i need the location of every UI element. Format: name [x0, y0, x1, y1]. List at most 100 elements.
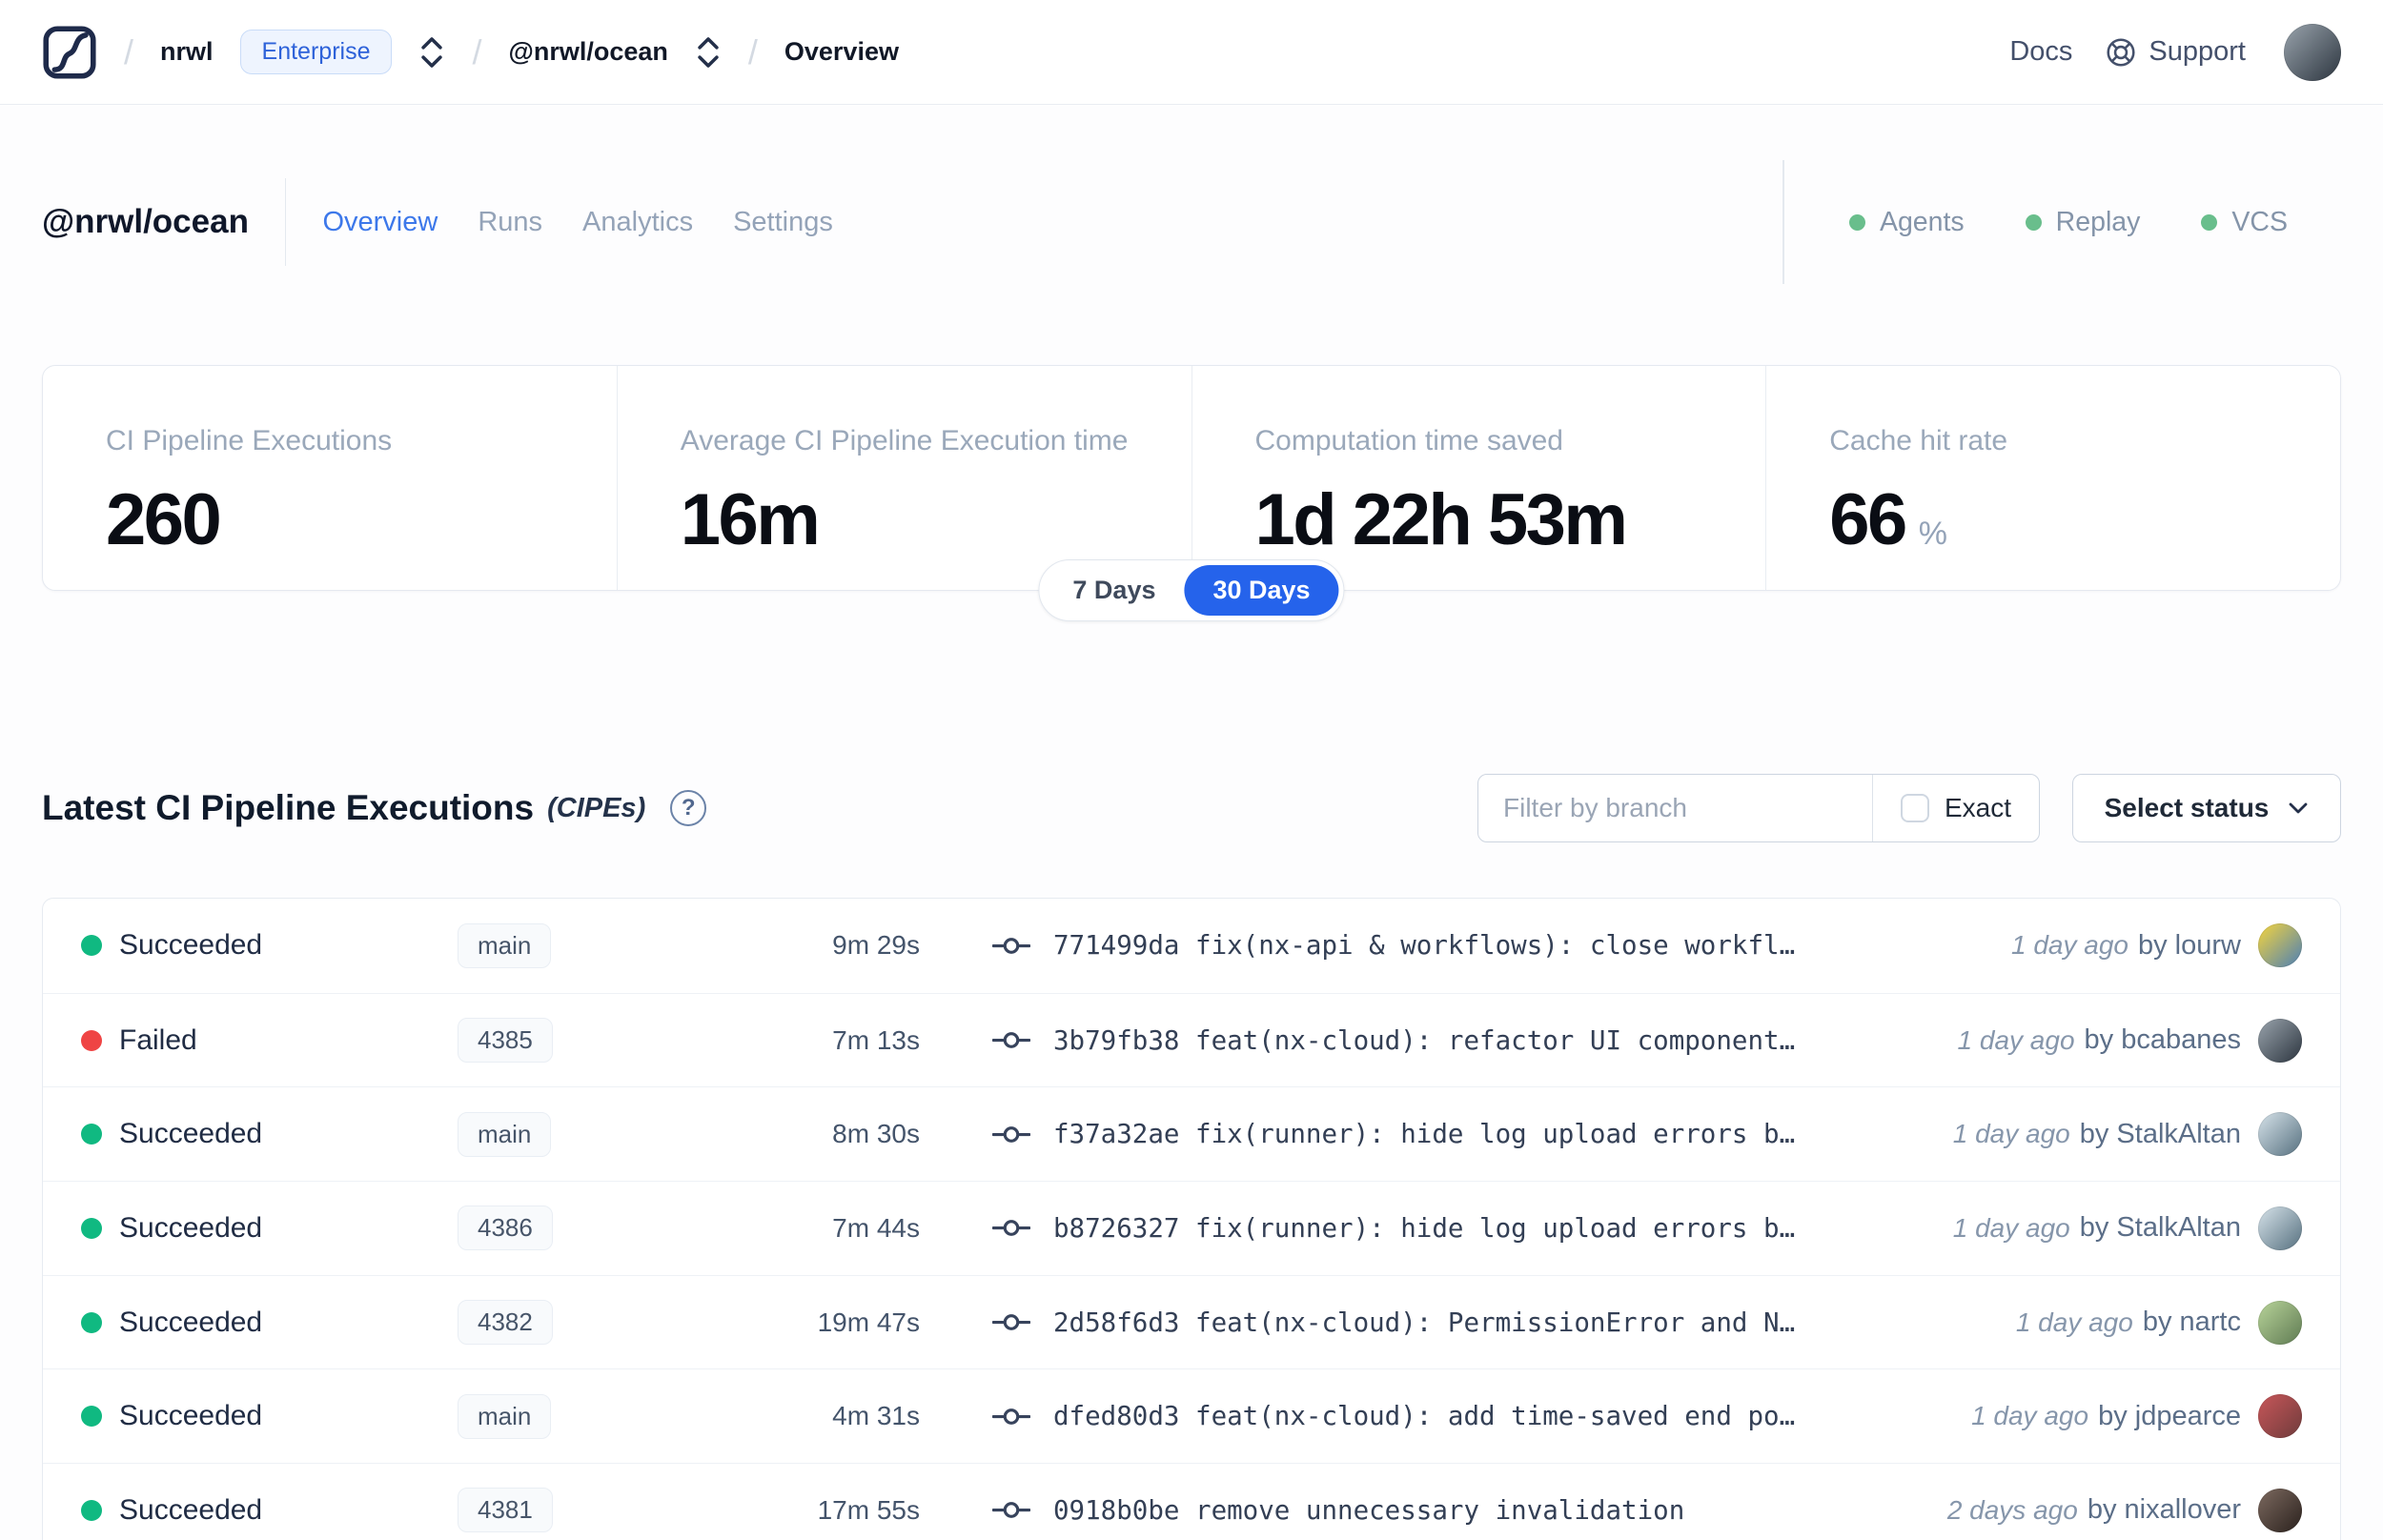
meta-cell: 1 day ago by bcabanes	[1958, 1018, 2302, 1063]
branch-badge[interactable]: 4382	[458, 1300, 553, 1346]
support-link[interactable]: Support	[2105, 36, 2246, 69]
docs-link[interactable]: Docs	[2009, 36, 2073, 67]
tab-runs[interactable]: Runs	[478, 206, 543, 237]
avatar[interactable]	[2258, 1206, 2302, 1250]
author: by nartc	[2142, 1307, 2241, 1338]
divider	[1782, 160, 1784, 284]
branch-cell: main	[458, 1393, 696, 1439]
branch-badge[interactable]: 4381	[458, 1488, 553, 1533]
meta-cell: 1 day ago by StalkAltan	[1953, 1112, 2302, 1157]
stat-computation-time-saved: Computation time saved 1d 22h 53m	[1191, 366, 1766, 590]
table-row[interactable]: Succeeded main 9m 29s 771499da fix(nx-ap…	[43, 899, 2340, 993]
avatar[interactable]	[2258, 1394, 2302, 1439]
commit-message[interactable]: b8726327 fix(runner): hide log upload er…	[1053, 1212, 1796, 1244]
status-dot	[81, 1217, 102, 1239]
table-row[interactable]: Failed 4385 7m 13s 3b79fb38 feat(nx-clou…	[43, 992, 2340, 1087]
cipe-table: Succeeded main 9m 29s 771499da fix(nx-ap…	[42, 898, 2341, 1540]
cipes-section-header: Latest CI Pipeline Executions (CIPEs) ? …	[42, 772, 2341, 844]
range-30-days[interactable]: 30 Days	[1184, 565, 1339, 616]
commit-cell: 771499da fix(nx-api & workflows): close …	[992, 930, 1992, 961]
exact-checkbox[interactable]	[1900, 794, 1929, 822]
author: by jdpearce	[2098, 1400, 2241, 1431]
top-navbar: / nrwl Enterprise / @nrwl/ocean / Overvi…	[0, 0, 2383, 105]
breadcrumb-workspace[interactable]: @nrwl/ocean	[508, 37, 668, 66]
author: by nixallover	[2087, 1494, 2241, 1526]
nx-cloud-logo-icon[interactable]	[42, 25, 97, 80]
branch-cell: 4386	[458, 1206, 696, 1251]
tab-analytics[interactable]: Analytics	[582, 206, 694, 237]
breadcrumb-org[interactable]: nrwl	[160, 37, 214, 66]
stat-ci-pipeline-executions: CI Pipeline Executions 260	[106, 425, 393, 560]
commit-cell: b8726327 fix(runner): hide log upload er…	[992, 1213, 1934, 1244]
status-cell: Succeeded	[81, 1307, 458, 1339]
branch-cell: 4381	[458, 1488, 696, 1533]
commit-message[interactable]: 0918b0be remove unnecessary invalidation	[1053, 1494, 1685, 1526]
service-status-list: Agents Replay VCS	[1782, 160, 2288, 284]
duration: 7m 44s	[832, 1212, 920, 1243]
lifebuoy-icon	[2107, 37, 2135, 67]
git-commit-icon	[992, 1125, 1030, 1143]
table-row[interactable]: Succeeded main 4m 31s dfed80d3 feat(nx-c…	[43, 1368, 2340, 1463]
org-switcher-chevron-icon[interactable]	[418, 33, 445, 71]
service-vcs[interactable]: VCS	[2201, 207, 2288, 238]
avatar[interactable]	[2258, 1018, 2302, 1063]
branch-filter-group: Exact	[1477, 774, 2040, 842]
branch-cell: main	[458, 922, 696, 968]
status-filter-dropdown[interactable]: Select status	[2072, 774, 2341, 842]
breadcrumb-slash: /	[124, 31, 134, 71]
status-dot	[81, 1311, 102, 1333]
table-row[interactable]: Succeeded main 8m 30s f37a32ae fix(runne…	[43, 1086, 2340, 1181]
branch-badge[interactable]: main	[458, 922, 552, 968]
status-label: Failed	[119, 1023, 197, 1056]
branch-cell: main	[458, 1111, 696, 1157]
service-agents[interactable]: Agents	[1848, 207, 1965, 238]
range-7-days[interactable]: 7 Days	[1072, 576, 1156, 604]
tab-settings[interactable]: Settings	[733, 206, 833, 237]
time-ago: 1 day ago	[1971, 1401, 2089, 1431]
avatar[interactable]	[2258, 1112, 2302, 1157]
status-cell: Succeeded	[81, 1400, 458, 1432]
commit-message[interactable]: dfed80d3 feat(nx-cloud): add time-saved …	[1053, 1401, 1796, 1432]
status-label: Succeeded	[119, 1306, 263, 1338]
status-label: Succeeded	[119, 1493, 263, 1526]
avatar[interactable]	[2258, 1300, 2302, 1345]
avatar[interactable]	[2258, 1488, 2302, 1532]
branch-badge[interactable]: main	[458, 1393, 552, 1439]
meta-cell: 1 day ago by lourw	[2011, 923, 2302, 968]
branch-badge[interactable]: main	[458, 1111, 552, 1157]
branch-filter-input[interactable]	[1478, 775, 1872, 841]
commit-message[interactable]: 3b79fb38 feat(nx-cloud): refactor UI com…	[1053, 1024, 1796, 1056]
commit-message[interactable]: 2d58f6d3 feat(nx-cloud): PermissionError…	[1053, 1307, 1796, 1338]
enterprise-badge[interactable]: Enterprise	[239, 30, 393, 74]
chevron-down-icon	[2289, 802, 2308, 814]
commit-message[interactable]: f37a32ae fix(runner): hide log upload er…	[1053, 1119, 1796, 1150]
avatar[interactable]	[2258, 923, 2302, 968]
status-label: Succeeded	[119, 1118, 263, 1150]
branch-badge[interactable]: 4386	[458, 1206, 553, 1251]
service-replay[interactable]: Replay	[2025, 207, 2140, 238]
page-title: @nrwl/ocean	[42, 203, 249, 240]
table-row[interactable]: Succeeded 4386 7m 44s b8726327 fix(runne…	[43, 1181, 2340, 1275]
tab-overview[interactable]: Overview	[322, 206, 438, 237]
support-label: Support	[2149, 36, 2246, 67]
exact-match-toggle[interactable]: Exact	[1872, 775, 2039, 841]
help-icon[interactable]: ?	[670, 790, 707, 826]
commit-message[interactable]: 771499da fix(nx-api & workflows): close …	[1053, 930, 1796, 962]
breadcrumb-slash: /	[747, 31, 758, 71]
status-dot	[2201, 213, 2218, 231]
user-avatar[interactable]	[2284, 23, 2341, 81]
status-dot	[2025, 213, 2042, 231]
duration: 17m 55s	[817, 1494, 920, 1525]
meta-cell: 2 days ago by nixallover	[1947, 1488, 2302, 1532]
time-ago: 1 day ago	[1952, 1212, 2070, 1243]
meta-cell: 1 day ago by StalkAltan	[1953, 1206, 2302, 1250]
commit-cell: f37a32ae fix(runner): hide log upload er…	[992, 1119, 1934, 1149]
table-row[interactable]: Succeeded 4382 19m 47s 2d58f6d3 feat(nx-…	[43, 1274, 2340, 1369]
section-title: Latest CI Pipeline Executions	[42, 788, 535, 827]
branch-cell: 4382	[458, 1300, 696, 1346]
stat-cache-hit-rate: Cache hit rate 66%	[1765, 366, 2340, 590]
branch-badge[interactable]: 4385	[458, 1018, 553, 1064]
table-row[interactable]: Succeeded 4381 17m 55s 0918b0be remove u…	[43, 1463, 2340, 1540]
git-commit-icon	[992, 1408, 1030, 1425]
workspace-switcher-chevron-icon[interactable]	[695, 33, 722, 71]
